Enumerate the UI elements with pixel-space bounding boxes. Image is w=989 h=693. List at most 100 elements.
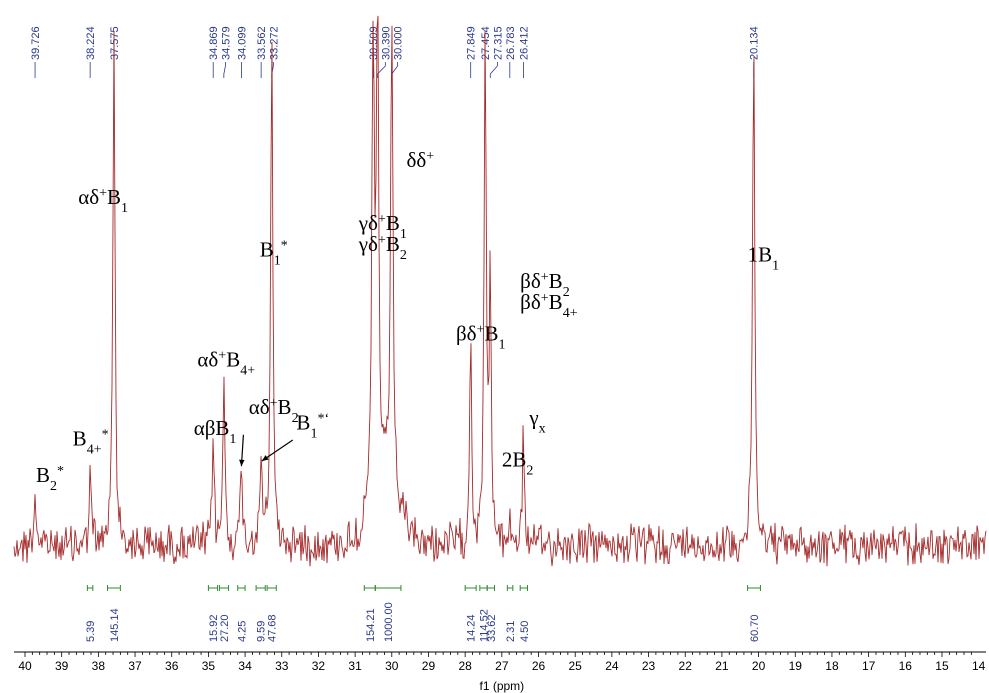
assignment-label-part: B — [484, 321, 498, 345]
peak-label: 27.315 — [492, 26, 504, 60]
peak-assignment-label: βδ+B4+ — [520, 290, 578, 321]
integral-value: 2.31 — [505, 621, 517, 642]
assignment-label-part: γδ — [358, 232, 378, 256]
peak-label-layer: 39.726 38.224 37.575 34.869 34.579 34.099 33.5… — [30, 26, 761, 78]
x-tick-label: 19 — [789, 659, 803, 673]
peak-label: 20.134 — [749, 26, 761, 60]
assignment-label-part: αδ — [78, 185, 99, 209]
assignment-label-part: B — [107, 185, 121, 209]
assignment-label-part: 1B — [748, 243, 773, 267]
integral-value: 60.70 — [749, 614, 761, 642]
annotation-arrowhead — [261, 455, 269, 461]
x-tick-label: 36 — [165, 659, 179, 673]
integral-layer: 5.39 145.14 15.92 27.20 4.25 9.59 47.68 154.21 1… — [85, 585, 761, 642]
integral-value: 4.25 — [236, 621, 248, 642]
peak-label: 30.390 — [380, 26, 392, 60]
integral-value: 1000.00 — [383, 602, 395, 642]
integral-value: 9.59 — [256, 621, 268, 642]
assignment-label-part: + — [378, 233, 386, 248]
x-tick-label: 31 — [348, 659, 362, 673]
x-tick-label: 25 — [569, 659, 583, 673]
spectrum-layer — [13, 15, 987, 567]
assignment-label-part: B — [386, 232, 400, 256]
assignment-label-part: B — [73, 426, 87, 450]
annotation-layer: αδ+B1B1*γδ+B1γδ+B2δδ+1B1βδ+B2βδ+B4+βδ+B1… — [36, 148, 779, 494]
integral-value: 47.68 — [267, 614, 279, 642]
assignment-label-part: βδ — [520, 290, 541, 314]
assignment-label-part: δδ — [406, 148, 426, 172]
x-tick-label: 38 — [92, 659, 106, 673]
assignment-label-part: 1 — [499, 337, 506, 352]
assignment-label-part: B — [386, 211, 400, 235]
assignment-label-part: * — [57, 464, 64, 479]
peak-assignment-label: αδ+B1 — [78, 185, 128, 216]
x-tick-label: 18 — [825, 659, 839, 673]
peak-assignment-label: αδ+B4+ — [197, 348, 255, 379]
x-tick-label: 39 — [55, 659, 69, 673]
integral-value: 4.50 — [519, 621, 531, 642]
x-tick-label: 14 — [972, 659, 986, 673]
peak-assignment-label: γδ+B1 — [358, 211, 407, 242]
peak-label: 26.783 — [505, 26, 517, 60]
assignment-label-part: + — [218, 348, 226, 363]
assignment-label-part: 1 — [772, 258, 779, 273]
assignment-label-part: 2 — [292, 410, 299, 425]
x-axis-title: f1 (ppm) — [479, 679, 524, 693]
x-tick-label: 27 — [495, 659, 509, 673]
assignment-label-part: 1 — [229, 431, 236, 446]
assignment-label-part: 2 — [50, 479, 57, 494]
x-tick-label: 32 — [312, 659, 326, 673]
peak-label: 34.869 — [208, 26, 220, 60]
assignment-label-part: B — [549, 290, 563, 314]
assignment-label-part: 4+ — [563, 305, 578, 320]
x-tick-label: 22 — [679, 659, 693, 673]
assignment-label-part: B — [278, 395, 292, 419]
peak-label: 39.726 — [30, 26, 42, 60]
integral-value: 5.39 — [85, 621, 97, 642]
peak-assignment-label: B1* — [260, 237, 288, 268]
assignment-label-part: B — [296, 411, 310, 435]
x-tick-label: 28 — [458, 659, 472, 673]
x-tick-label: 33 — [275, 659, 289, 673]
x-tick-label: 34 — [238, 659, 252, 673]
peak-label: 30.000 — [393, 26, 405, 60]
peak-assignment-label: αβB1 — [194, 416, 237, 447]
peak-label-connector — [377, 62, 386, 78]
x-tick-label: 21 — [715, 659, 729, 673]
assignment-label-part: 2 — [526, 463, 533, 478]
peak-label: 26.412 — [518, 26, 530, 60]
integral-value: 154.21 — [365, 608, 377, 642]
peak-assignment-label: B2* — [36, 463, 64, 494]
peak-assignment-label: γδ+B2 — [358, 232, 407, 263]
peak-assignment-label: αδ+B2 — [249, 395, 299, 426]
peak-assignment-label: βδ+B2 — [520, 269, 570, 300]
assignment-label-part: + — [378, 212, 386, 227]
x-tick-label: 30 — [385, 659, 399, 673]
assignment-label-part: 4+ — [87, 442, 102, 457]
peak-assignment-label: δδ+ — [406, 148, 434, 172]
assignment-label-part: *‘ — [317, 411, 329, 426]
peak-assignment-label: 1B1 — [748, 243, 780, 274]
assignment-label-part: + — [426, 149, 434, 164]
assignment-label-part: 2 — [400, 248, 407, 263]
peak-label-connector — [489, 62, 498, 78]
assignment-label-part: + — [541, 269, 549, 284]
integral-value: 145.14 — [109, 608, 121, 642]
assignment-label-part: B — [549, 269, 563, 293]
peak-assignment-label: βδ+B1 — [456, 321, 506, 352]
x-tick-label: 26 — [532, 659, 546, 673]
x-axis: 40 39 38 37 36 35 34 33 32 31 30 29 28 27 26 25 24 23 22 21… — [14, 651, 986, 693]
assignment-label-part: + — [270, 395, 278, 410]
assignment-label-part: γ — [528, 405, 538, 429]
peak-label: 38.224 — [85, 26, 97, 60]
peak-label: 27.849 — [466, 26, 478, 60]
peak-assignment-label: γx — [528, 405, 545, 436]
x-tick-label: 29 — [422, 659, 436, 673]
assignment-label-part: * — [102, 427, 109, 442]
x-tick-label: 23 — [642, 659, 656, 673]
x-tick-label: 20 — [752, 659, 766, 673]
x-tick-label: 40 — [18, 659, 32, 673]
integral-value: 114.52 — [478, 609, 490, 642]
peak-assignment-label: B4+* — [73, 426, 109, 457]
